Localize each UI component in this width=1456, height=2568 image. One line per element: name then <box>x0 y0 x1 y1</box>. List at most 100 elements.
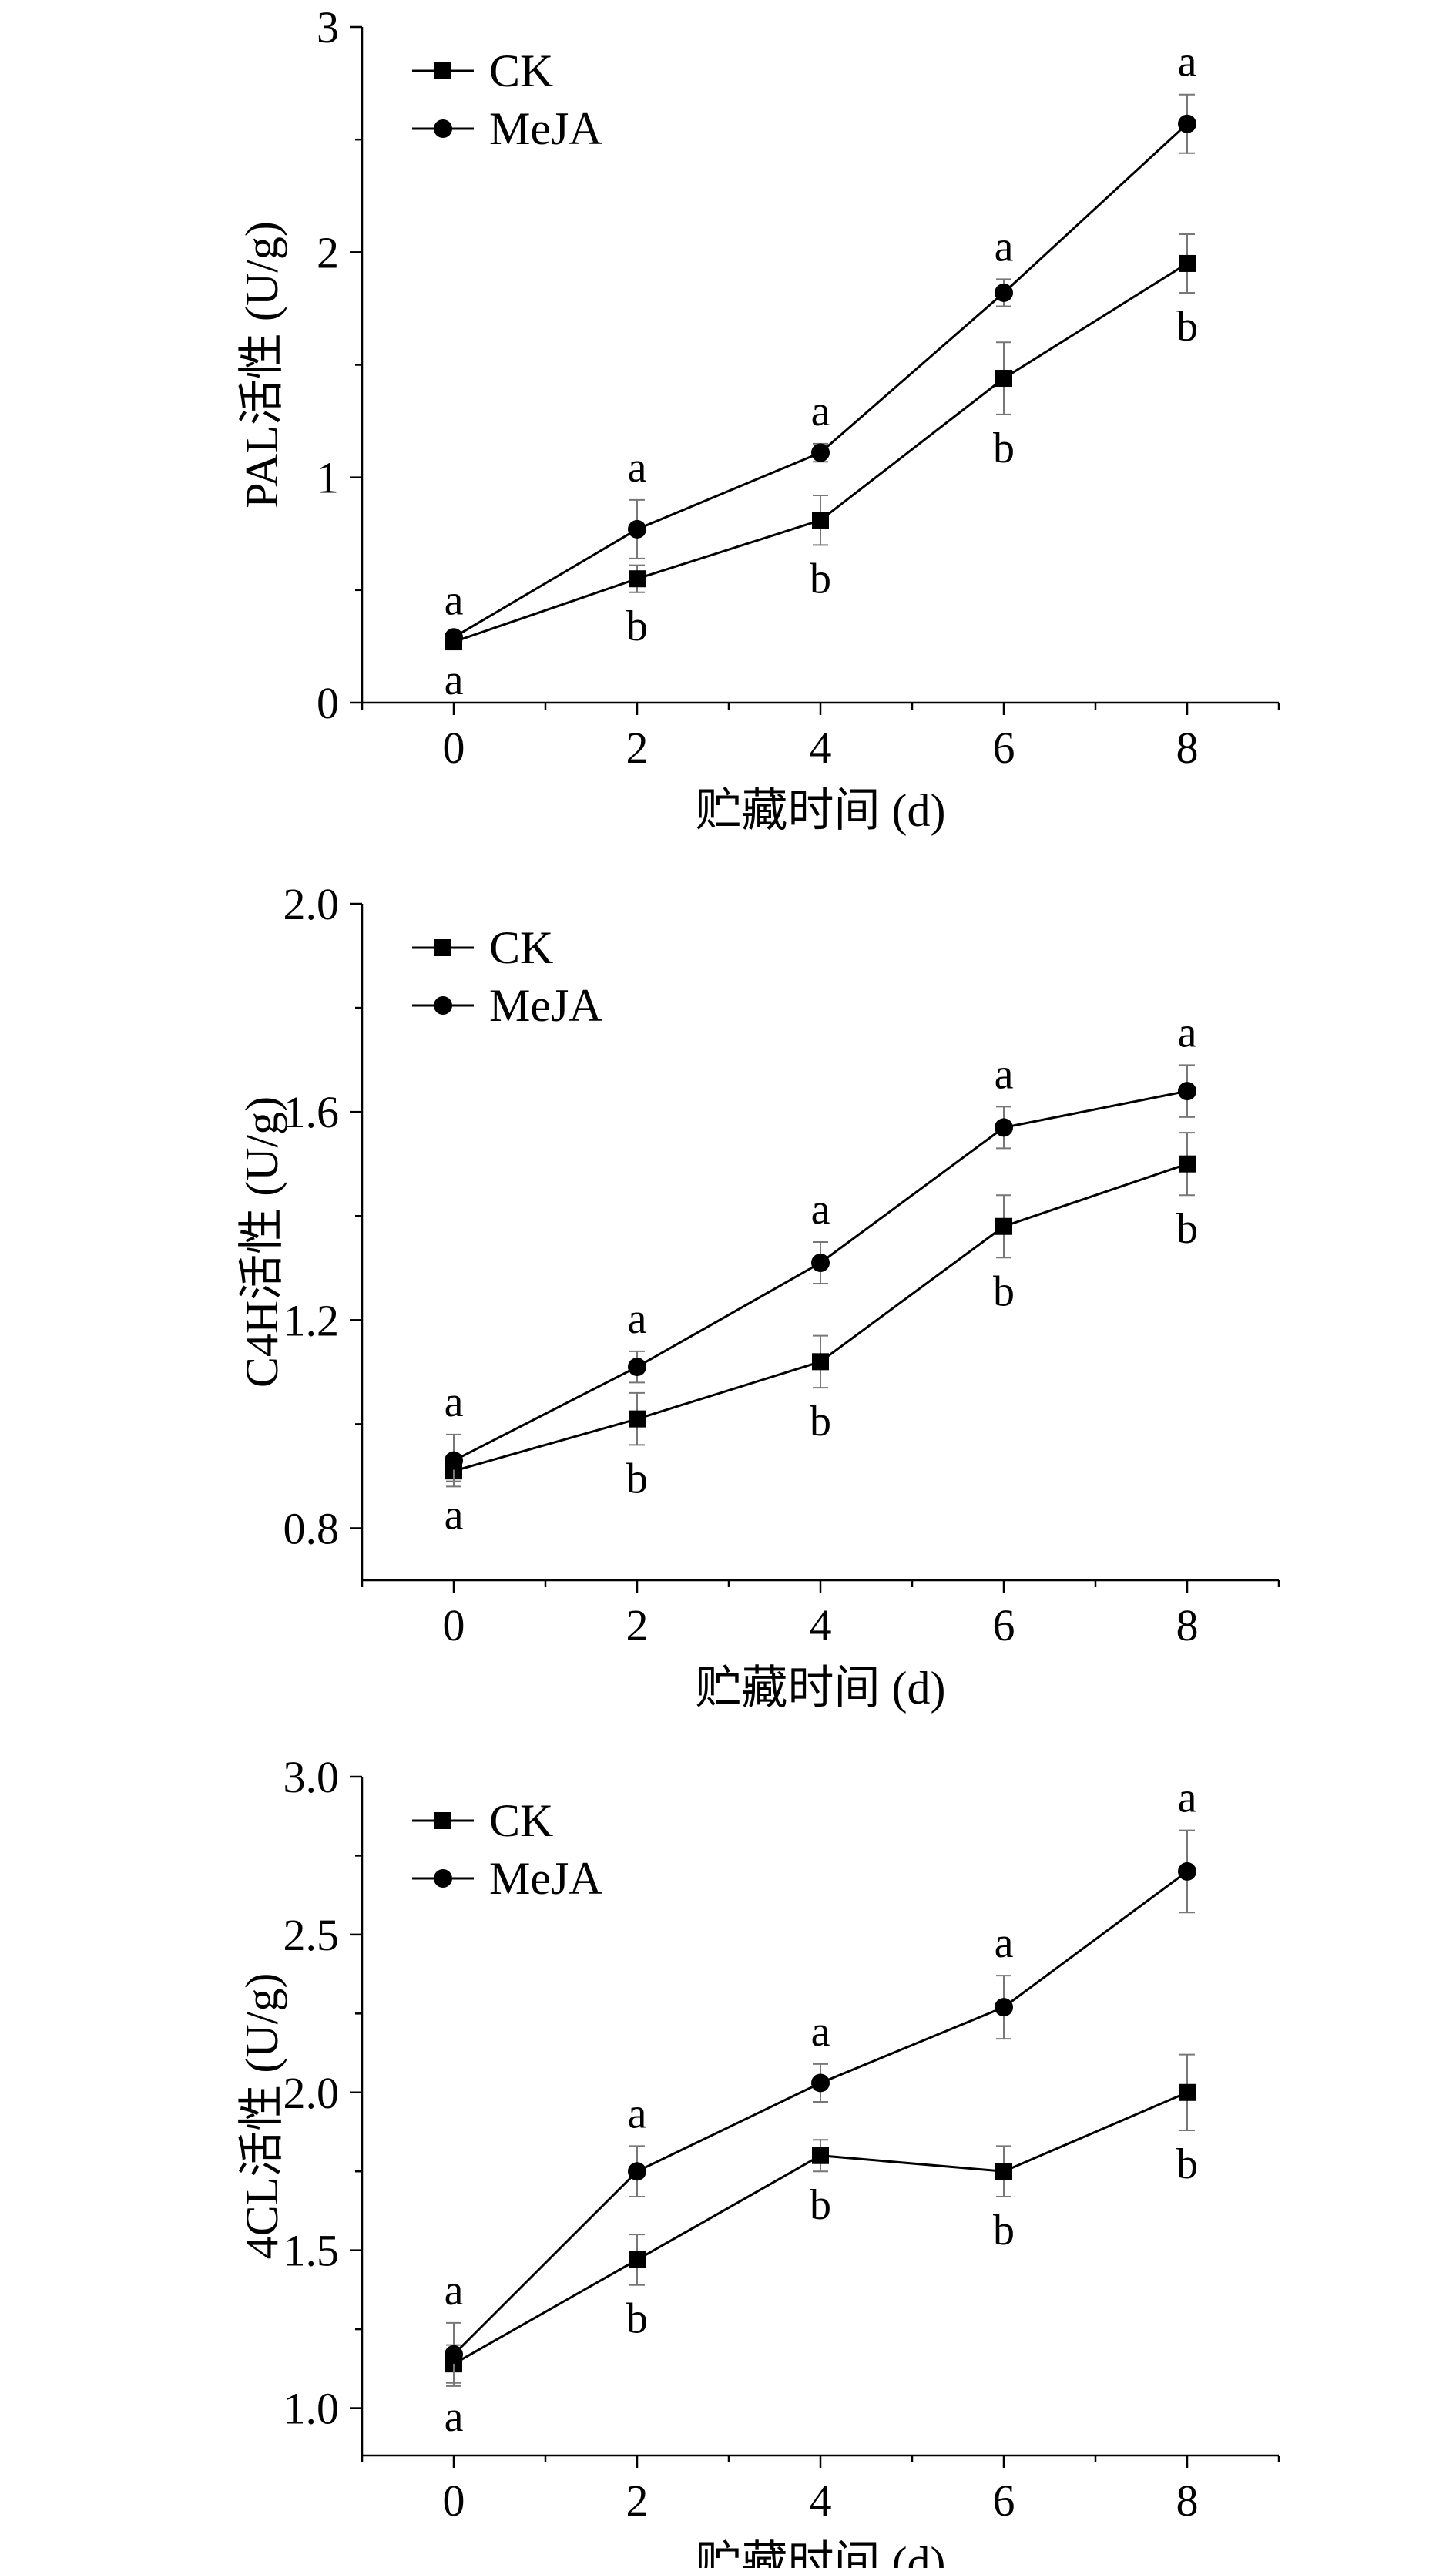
legend-label: MeJA <box>489 1853 602 1904</box>
significance-label: b <box>993 2207 1015 2254</box>
x-tick-label: 2 <box>626 723 649 773</box>
data-point-square <box>1179 254 1196 272</box>
significance-label: a <box>445 2267 464 2315</box>
data-point-square <box>1179 1155 1196 1173</box>
data-point-circle <box>995 1998 1013 2017</box>
y-tick-label: 3.0 <box>283 1752 340 1802</box>
data-point-square <box>812 512 829 529</box>
y-tick-label: 1.0 <box>283 2384 340 2434</box>
x-tick-label: 4 <box>810 723 832 773</box>
significance-label: a <box>1178 1774 1197 1822</box>
data-point-circle <box>628 1358 646 1377</box>
legend-label: MeJA <box>489 103 602 154</box>
x-tick-label: 2 <box>626 2476 649 2526</box>
significance-label: a <box>445 2393 464 2441</box>
legend-marker-circle <box>434 996 452 1015</box>
significance-label: b <box>1176 1205 1198 1253</box>
legend-label: CK <box>489 45 553 96</box>
chart-panel-2: 0 2 4 6 8 0.8 1.2 1.6 2.0 贮藏时间 (d) C4H活性 (U/g) a b b b… <box>237 879 1280 1714</box>
x-tick-label: 0 <box>443 723 465 773</box>
legend-label: MeJA <box>489 980 602 1031</box>
significance-label: a <box>1178 1009 1197 1056</box>
data-point-square <box>1179 2083 1196 2101</box>
significance-label: b <box>1176 2140 1198 2188</box>
data-point-circle <box>628 519 646 539</box>
legend-marker-circle <box>434 1869 452 1888</box>
x-tick-label: 0 <box>443 2476 465 2526</box>
significance-label: a <box>995 1050 1014 1098</box>
significance-label: a <box>995 223 1014 270</box>
data-point-circle <box>628 2162 646 2181</box>
x-tick-label: 2 <box>626 1600 649 1650</box>
significance-label: a <box>811 388 830 435</box>
data-point-circle <box>1178 1861 1196 1881</box>
y-tick-label: 1.6 <box>283 1087 340 1137</box>
significance-label: b <box>993 425 1015 472</box>
series-ck: a b b b b <box>445 2053 1198 2441</box>
significance-label: a <box>445 576 464 624</box>
y-tick-label: 2.5 <box>283 1910 340 1960</box>
significance-label: b <box>993 1267 1015 1315</box>
y-tick-label: 2 <box>317 227 339 277</box>
significance-label: b <box>626 2295 648 2343</box>
data-point-square <box>629 2251 646 2268</box>
significance-label: a <box>995 1919 1014 1967</box>
y-tick-label: 1.2 <box>283 1295 340 1345</box>
legend-marker-circle <box>434 119 452 138</box>
significance-label: a <box>445 656 464 704</box>
data-point-circle <box>1178 1082 1196 1101</box>
significance-label: a <box>445 1492 464 1539</box>
legend: CK MeJA <box>412 1795 602 1904</box>
series-line-meja <box>452 1870 1188 2355</box>
y-tick-label: 0 <box>317 678 339 728</box>
legend-marker-square <box>434 62 451 79</box>
x-tick-label: 8 <box>1176 2476 1199 2526</box>
y-axis-title: 4CL活性 (U/g) <box>237 1973 287 2260</box>
significance-label: b <box>1176 303 1198 351</box>
series-meja: a a a a a <box>445 1009 1197 1488</box>
series-meja: a a a a a <box>445 1774 1197 2387</box>
significance-label: b <box>626 1455 648 1502</box>
legend-label: CK <box>489 1795 553 1846</box>
legend-marker-square <box>434 1812 451 1829</box>
x-tick-label: 8 <box>1176 723 1199 773</box>
data-point-circle <box>811 2073 830 2093</box>
significance-label: b <box>626 603 648 650</box>
data-point-circle <box>445 2345 463 2364</box>
data-point-square <box>629 1410 646 1428</box>
data-point-square <box>995 1217 1012 1235</box>
significance-label: b <box>810 2181 831 2229</box>
x-axis-title: 贮藏时间 (d) <box>696 1663 946 1714</box>
significance-label: a <box>628 444 647 492</box>
data-point-circle <box>995 283 1013 302</box>
y-tick-label: 1 <box>317 453 339 503</box>
data-point-circle <box>995 1118 1013 1137</box>
data-point-circle <box>445 1451 463 1470</box>
data-point-circle <box>1178 114 1196 133</box>
x-tick-label: 6 <box>993 2476 1015 2526</box>
x-tick-label: 8 <box>1176 1600 1199 1650</box>
data-point-square <box>629 570 646 588</box>
y-tick-label: 1.5 <box>283 2226 340 2276</box>
y-tick-label: 3 <box>317 2 339 52</box>
series-meja: a a a a a <box>445 39 1197 647</box>
significance-label: a <box>811 1186 830 1234</box>
y-axis-title: PAL活性 (U/g) <box>237 221 287 509</box>
y-tick-label: 2.0 <box>283 2068 340 2118</box>
legend: CK MeJA <box>412 45 602 154</box>
significance-label: a <box>811 2008 830 2056</box>
legend-marker-square <box>434 939 451 956</box>
data-point-circle <box>811 443 830 462</box>
data-point-square <box>812 1353 829 1371</box>
chart-panel-3: 0 2 4 6 8 1.0 1.5 2.0 2.5 3.0 贮藏时间 (d) 4CL活性 (U/g) a… <box>237 1752 1280 2568</box>
x-tick-label: 0 <box>443 1600 465 1650</box>
significance-label: a <box>628 1295 647 1343</box>
x-tick-label: 4 <box>810 1600 832 1650</box>
significance-label: a <box>1178 39 1197 86</box>
data-point-square <box>812 2147 829 2164</box>
significance-label: b <box>810 555 831 603</box>
x-axis-title: 贮藏时间 (d) <box>696 785 946 836</box>
significance-label: a <box>628 2090 647 2137</box>
